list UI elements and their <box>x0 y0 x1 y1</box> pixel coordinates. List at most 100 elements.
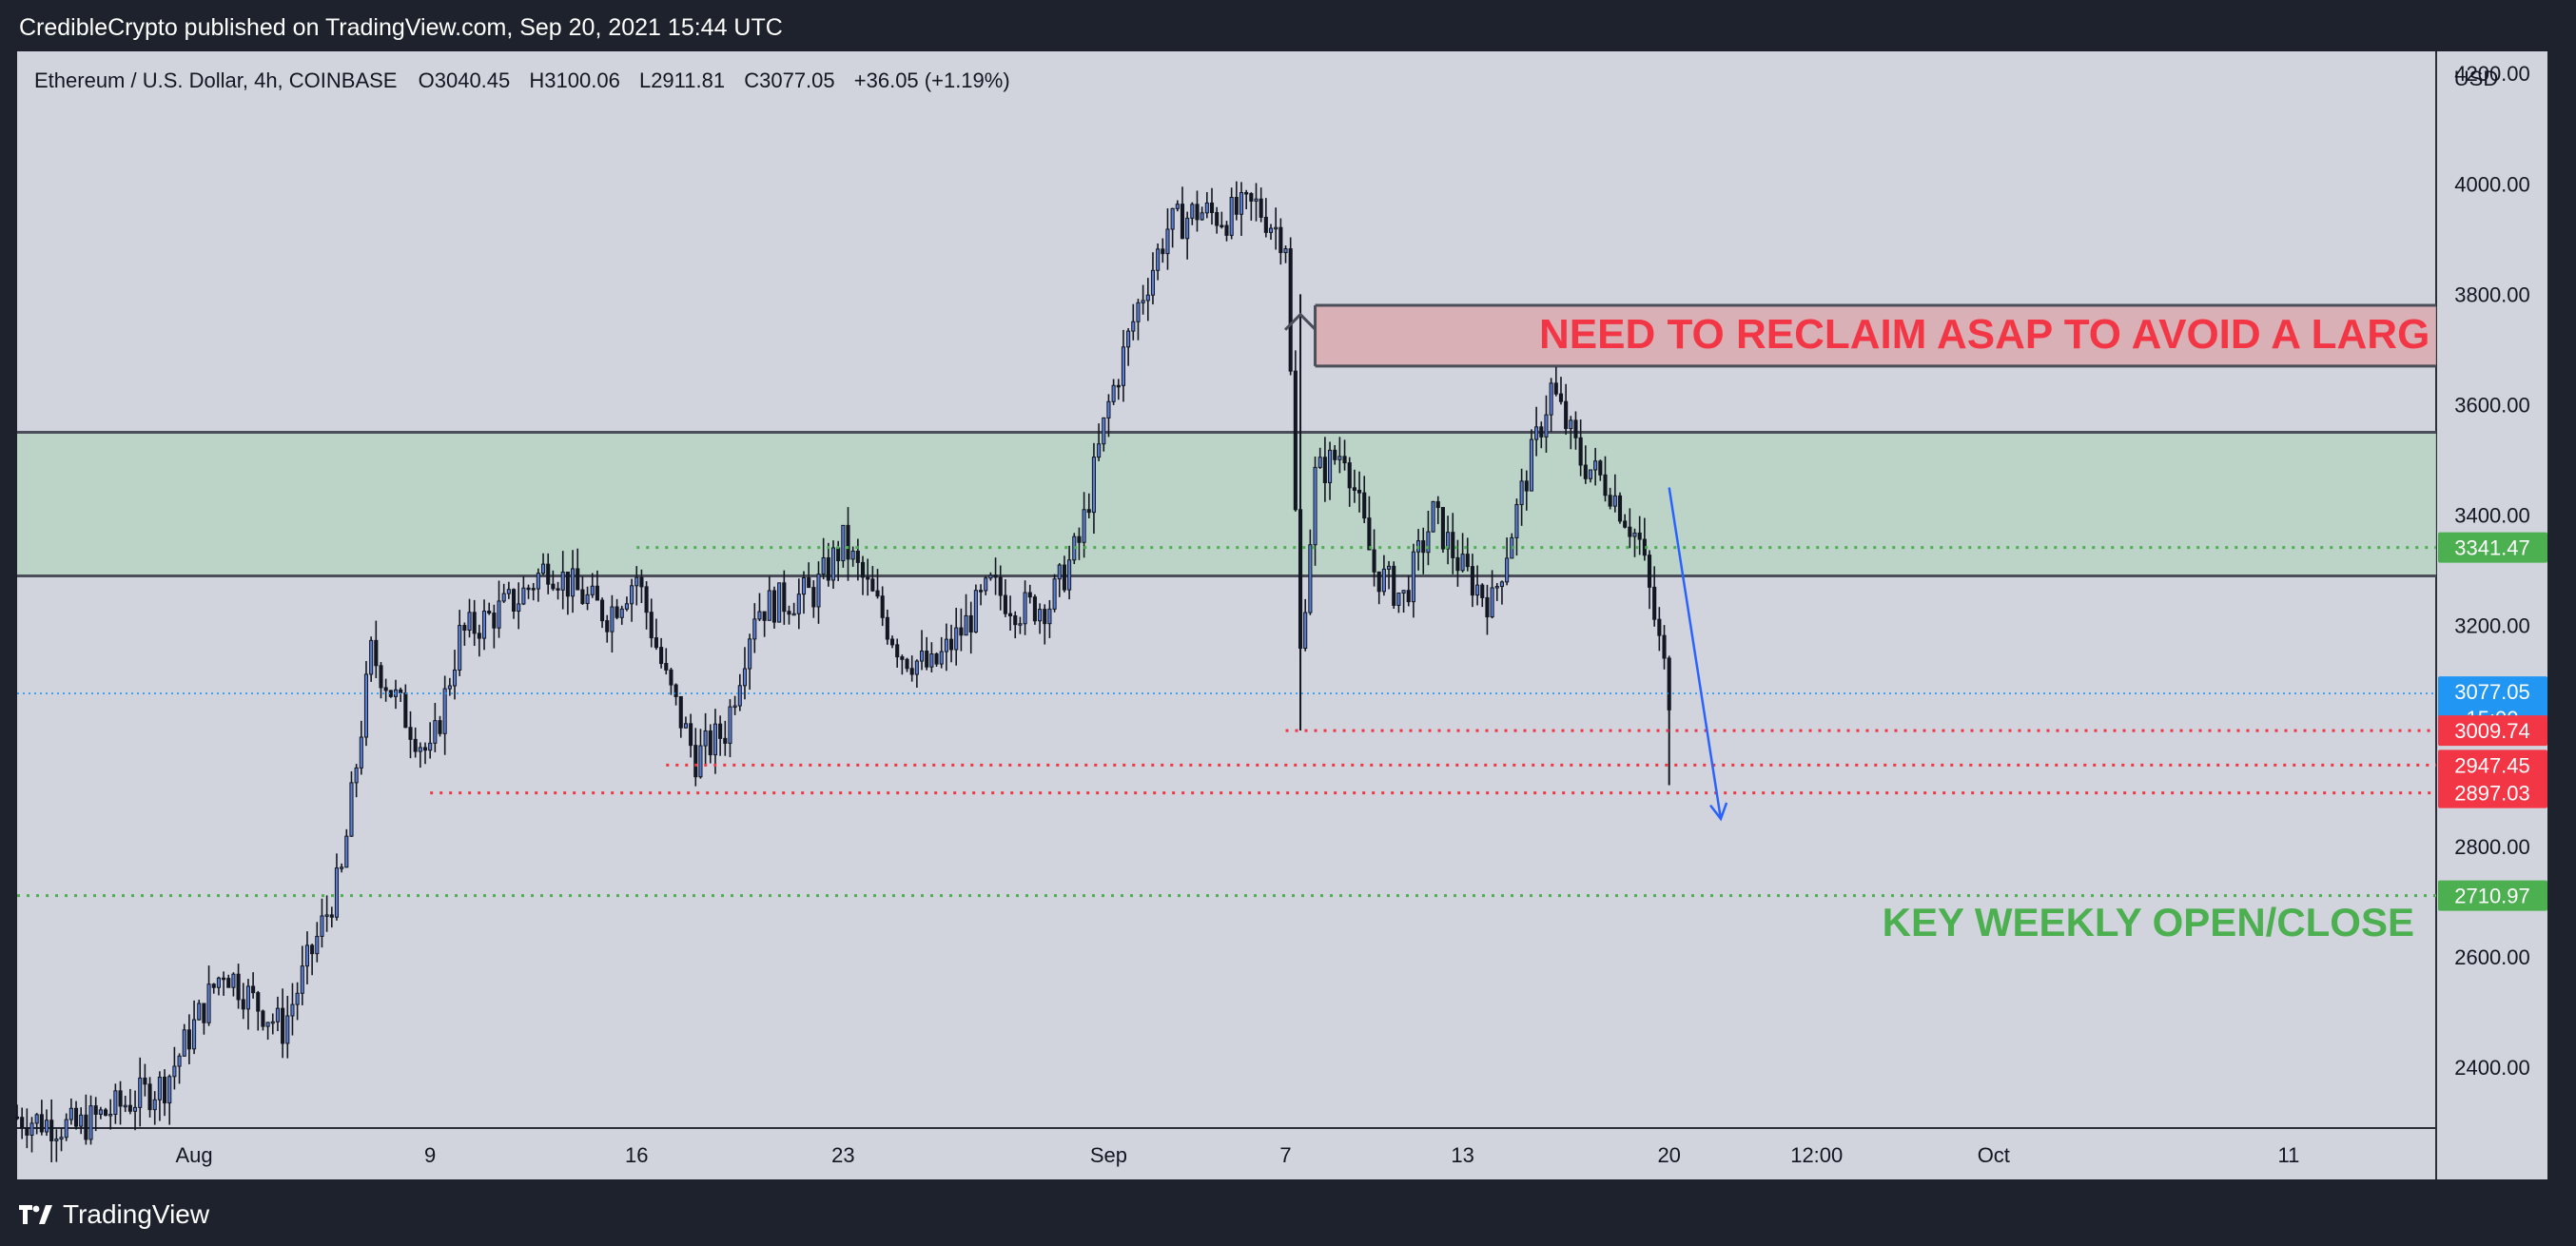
price-axis-background <box>2436 51 2547 1179</box>
candle <box>1583 464 1588 479</box>
candle <box>44 1119 49 1133</box>
candle <box>1161 248 1165 255</box>
candle <box>1480 584 1485 598</box>
price-tick-label: 3600.00 <box>2454 394 2530 418</box>
candle <box>900 656 905 660</box>
candle <box>447 685 452 690</box>
candle <box>492 613 497 629</box>
candle <box>1475 584 1480 596</box>
candle <box>1372 549 1376 573</box>
price-axis[interactable]: 4200.00 4000.00 3800.00 3600.00 3400.00 3200.… <box>2454 62 2530 1080</box>
candle <box>1494 586 1499 589</box>
candle <box>732 705 737 709</box>
tradingview-brand[interactable]: TradingView <box>19 1199 209 1229</box>
candle <box>571 568 576 597</box>
candle <box>403 692 408 729</box>
price-tick-label: 3800.00 <box>2454 282 2530 306</box>
candle <box>1514 503 1519 538</box>
candle <box>1396 592 1401 606</box>
candle <box>728 706 732 744</box>
candle <box>1499 581 1504 588</box>
candle <box>929 653 934 668</box>
candle <box>304 944 310 967</box>
candle <box>73 1107 79 1127</box>
candle <box>1612 495 1617 507</box>
candle <box>875 590 880 597</box>
candle <box>1637 532 1642 540</box>
candle <box>68 1107 73 1120</box>
candle <box>34 1114 39 1124</box>
candle <box>1239 191 1244 215</box>
price-level-badge <box>2438 750 2547 781</box>
candle <box>1170 207 1175 230</box>
candle <box>442 688 447 734</box>
candle <box>748 638 752 670</box>
candle <box>497 600 501 629</box>
price-level-labels: 3341.473077.0515:003009.742947.452897.03… <box>2438 532 2547 911</box>
candle <box>678 695 683 729</box>
candle <box>1308 544 1313 613</box>
candle <box>256 992 261 1012</box>
candle <box>285 1015 290 1044</box>
time-axis[interactable]: Aug 9 16 23 Sep 7 13 20 12:00 Oct 11 <box>175 1143 2299 1167</box>
candle <box>1180 204 1185 240</box>
candle <box>295 992 300 1005</box>
price-level-value: 3341.47 <box>2454 536 2530 560</box>
candle <box>172 1065 177 1078</box>
time-tick-label: Oct <box>1978 1143 2010 1167</box>
candle <box>1038 609 1043 622</box>
candle <box>49 1119 54 1141</box>
candle <box>565 571 570 597</box>
candle <box>1470 566 1474 596</box>
candle <box>1406 590 1411 603</box>
candle <box>422 747 428 751</box>
candle <box>949 638 954 651</box>
candle <box>752 618 757 640</box>
candle <box>885 616 889 640</box>
candle <box>79 1114 84 1127</box>
candle <box>541 563 546 574</box>
candle <box>349 782 354 837</box>
tradingview-logo-icon <box>19 1205 52 1224</box>
candle <box>1529 438 1534 492</box>
candle <box>1244 191 1249 195</box>
candle <box>369 639 374 675</box>
candle <box>914 660 919 675</box>
candle <box>1387 565 1392 570</box>
candle <box>1593 460 1598 471</box>
candle <box>556 588 560 591</box>
candle <box>438 720 442 734</box>
support-annotation: KEY WEEKLY OPEN/CLOSE <box>1883 900 2414 944</box>
candle <box>1544 414 1549 438</box>
candle <box>157 1076 162 1100</box>
candle <box>300 965 304 994</box>
candle <box>836 547 841 562</box>
legend-symbol: Ethereum / U.S. Dollar, 4h, COINBASE <box>34 68 397 92</box>
candle <box>275 1007 280 1022</box>
candle <box>428 742 433 751</box>
candle <box>399 689 403 694</box>
candle <box>1519 480 1524 505</box>
candle <box>560 571 565 591</box>
price-chart[interactable]: NEED TO RECLAIM ASAP TO AVOID A LARG KEY… <box>0 0 2576 1179</box>
candle <box>1608 495 1612 507</box>
candle <box>1293 370 1298 511</box>
candle <box>413 738 418 752</box>
candle <box>1013 614 1018 626</box>
candle <box>506 589 511 594</box>
candle <box>1043 609 1047 625</box>
price-unit-label: USD <box>2454 67 2498 90</box>
candle <box>1573 419 1578 438</box>
candle <box>850 550 855 560</box>
candle <box>1578 437 1583 466</box>
candle <box>954 627 959 651</box>
candle <box>29 1122 34 1136</box>
candle <box>231 973 236 988</box>
candle <box>841 524 846 562</box>
candle <box>846 524 850 560</box>
candle <box>359 736 363 769</box>
candle <box>123 1104 127 1108</box>
candle <box>934 653 939 665</box>
candle <box>796 594 801 614</box>
candle <box>708 730 712 756</box>
